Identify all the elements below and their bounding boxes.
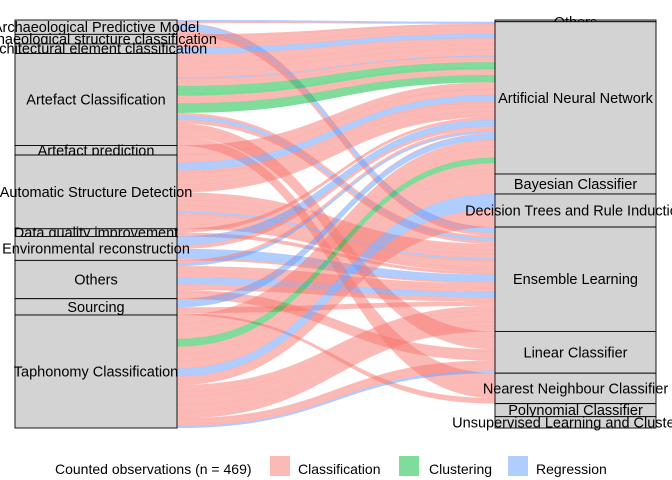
right-node-nearest-neighbour-classifier: Nearest Neighbour Classifier	[483, 372, 669, 405]
right-node-box	[494, 226, 657, 332]
legend-label-regression: Regression	[536, 461, 607, 477]
left-node-box	[14, 314, 178, 429]
flows	[176, 19, 496, 429]
left-node-label: Artefact Classification	[26, 92, 165, 108]
right-node-label: Linear Classifier	[524, 345, 628, 361]
left-node-label: Sourcing	[67, 300, 124, 316]
right-node-box	[494, 416, 657, 429]
right-node-artificial-neural-network: Artificial Neural Network	[494, 21, 657, 175]
left-node-taphonomy-classification: Taphonomy Classification	[14, 314, 178, 429]
left-node-label: Others	[74, 273, 118, 289]
left-node-label: Archaeological Predictive Model	[0, 20, 199, 36]
right-node-unsupervised-learning-and-clustering: Unsupervised Learning and Clustering	[452, 415, 672, 431]
right-node-label: Unsupervised Learning and Clustering	[452, 415, 672, 431]
legend: Counted observations (n = 469) Classific…	[55, 456, 607, 477]
left-node-box	[14, 53, 178, 146]
left-axis-nodes: Archaeological Predictive ModelArchaeolo…	[0, 19, 217, 429]
left-node-automatic-structure-detection: Automatic Structure Detection	[0, 154, 192, 230]
left-node-box	[14, 154, 178, 230]
right-node-label: Bayesian Classifier	[514, 177, 637, 193]
right-node-box	[494, 372, 657, 405]
left-node-archaeological-predictive-model: Archaeological Predictive Model	[0, 19, 199, 36]
legend-label-classification: Classification	[298, 461, 380, 477]
right-node-box	[494, 330, 657, 374]
right-node-linear-classifier: Linear Classifier	[494, 330, 657, 374]
left-node-sourcing: Sourcing	[14, 298, 178, 316]
left-node-artefact-classification: Artefact Classification	[14, 53, 178, 146]
left-node-others: Others	[14, 259, 178, 300]
left-node-label: Environmental reconstruction	[2, 241, 190, 257]
right-axis-nodes: OthersArtificial Neural NetworkBayesian …	[452, 15, 672, 431]
legend-swatch-regression	[508, 456, 528, 476]
right-node-bayesian-classifier: Bayesian Classifier	[494, 173, 657, 195]
left-node-environmental-reconstruction: Environmental reconstruction	[2, 236, 190, 261]
legend-swatch-classification	[270, 456, 290, 476]
right-node-label: Nearest Neighbour Classifier	[483, 381, 669, 397]
right-node-label: Ensemble Learning	[513, 272, 638, 288]
right-node-ensemble-learning: Ensemble Learning	[494, 226, 657, 332]
right-node-decision-trees-and-rule-induction: Decision Trees and Rule Induction	[465, 193, 672, 228]
left-node-label: Taphonomy Classification	[14, 364, 178, 380]
right-node-label: Polynomial Classifier	[508, 403, 643, 419]
legend-swatch-clustering	[399, 456, 419, 476]
right-node-box	[494, 193, 657, 228]
right-node-box	[494, 21, 657, 175]
legend-title: Counted observations (n = 469)	[55, 461, 252, 477]
right-node-label: Artificial Neural Network	[498, 91, 653, 107]
right-node-polynomial-classifier: Polynomial Classifier	[494, 403, 657, 419]
left-node-label: Automatic Structure Detection	[0, 185, 192, 201]
legend-label-clustering: Clustering	[429, 461, 492, 477]
right-node-label: Decision Trees and Rule Induction	[465, 204, 672, 220]
